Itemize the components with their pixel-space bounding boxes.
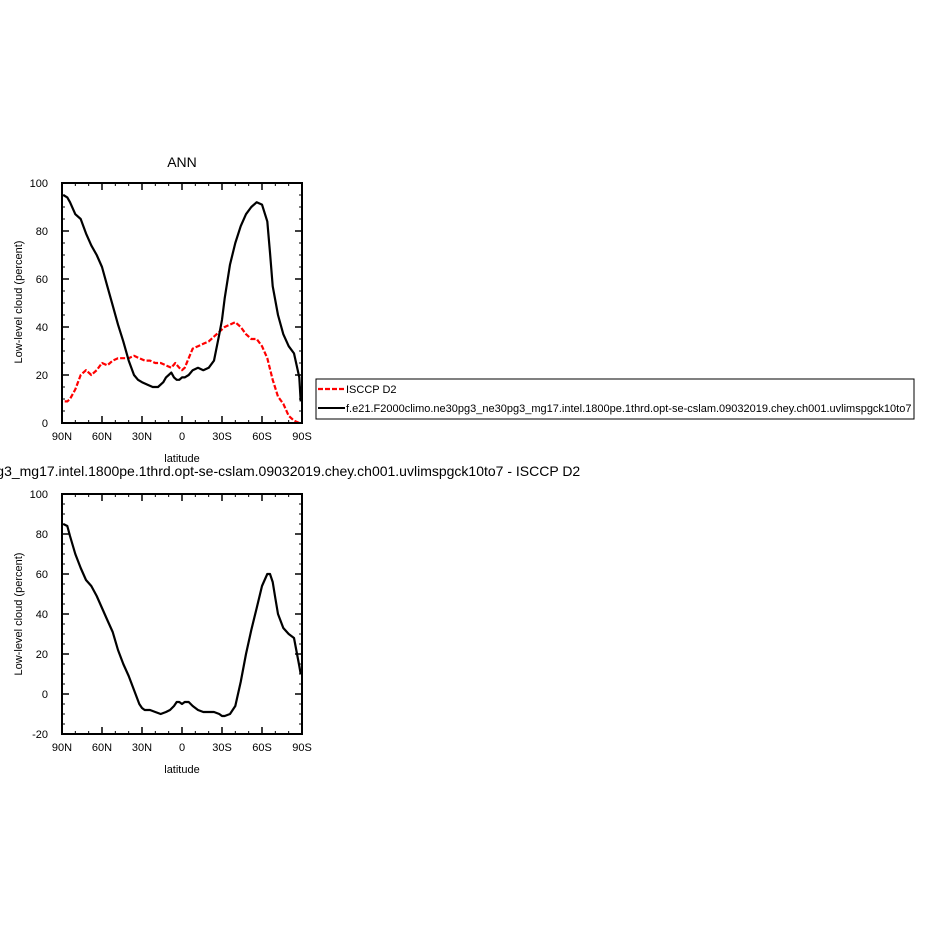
x-tick-label: 90S: [292, 742, 312, 754]
x-axis-title: latitude: [164, 764, 199, 776]
x-tick-label: 0: [179, 431, 185, 443]
y-tick-label: 60: [36, 569, 48, 581]
y-tick-label: 60: [36, 274, 48, 286]
y-tick-label: 40: [36, 322, 48, 334]
x-tick-label: 30S: [212, 431, 232, 443]
y-tick-label: 40: [36, 609, 48, 621]
y-tick-label: 20: [36, 649, 48, 661]
plot-frame: [61, 182, 303, 424]
legend-label-model: f.e21.F2000climo.ne30pg3_ne30pg3_mg17.in…: [346, 403, 911, 415]
legend: ISCCP D2 f.e21.F2000climo.ne30pg3_ne30pg…: [315, 378, 915, 420]
plot-marks: 90N 60N 30N 0 30S 60S 90S 0 20 40 60 80 100: [30, 178, 312, 443]
x-tick-label: 30N: [132, 431, 152, 443]
x-tick-label: 90N: [52, 742, 72, 754]
panel-difference: f.e21.F2000climo.ne30pg3_ne30pg3_mg17.in…: [0, 463, 580, 776]
x-tick-label: 90N: [52, 431, 72, 443]
y-tick-label: 80: [36, 226, 48, 238]
y-tick-label: 100: [30, 489, 48, 501]
x-tick-label: 60S: [252, 431, 272, 443]
plot-marks: 90N 60N 30N 0 30S 60S 90S -20 0 20 40 60 80 100: [30, 489, 312, 754]
y-tick-label: 0: [42, 689, 48, 701]
y-axis-title: Low-level cloud (percent): [13, 553, 25, 676]
panel-ann: ANN latitude Low-level cloud (percent) 9…: [13, 154, 312, 465]
y-axis-title: Low-level cloud (percent): [13, 241, 25, 364]
y-tick-label: -20: [32, 729, 48, 741]
x-tick-label: 60N: [92, 742, 112, 754]
x-tick-label: 60N: [92, 431, 112, 443]
series-line-1: [62, 194, 302, 402]
x-tick-label: 60S: [252, 742, 272, 754]
x-axis-title: latitude: [164, 453, 199, 465]
y-tick-label: 100: [30, 178, 48, 190]
x-tick-label: 30S: [212, 742, 232, 754]
panel-title: f.e21.F2000climo.ne30pg3_ne30pg3_mg17.in…: [0, 463, 580, 479]
legend-label-isccp: ISCCP D2: [346, 384, 397, 396]
legend-box: [315, 378, 915, 420]
series-line-0: [64, 321, 300, 425]
x-tick-label: 0: [179, 742, 185, 754]
panel-title: ANN: [167, 154, 197, 170]
plot-frame: [61, 493, 303, 735]
series-line-0: [62, 523, 302, 718]
y-tick-label: 0: [42, 418, 48, 430]
x-tick-label: 30N: [132, 742, 152, 754]
y-tick-label: 80: [36, 529, 48, 541]
y-tick-label: 20: [36, 370, 48, 382]
x-tick-label: 90S: [292, 431, 312, 443]
